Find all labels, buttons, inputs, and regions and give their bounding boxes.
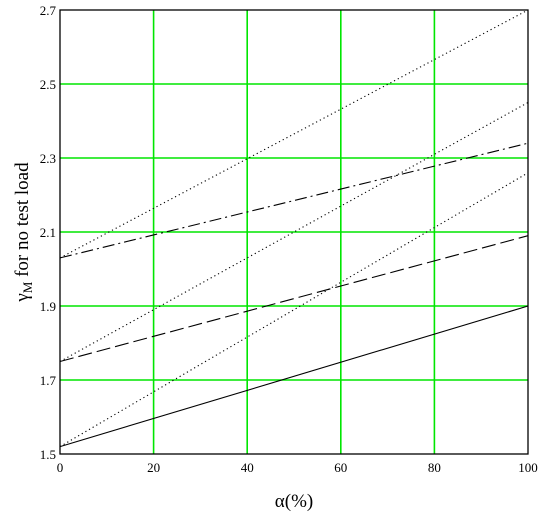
plot-frame <box>59 9 529 455</box>
series-layer <box>59 9 529 448</box>
y-tick-label: 2.5 <box>40 77 56 92</box>
x-tick-label: 40 <box>241 460 254 475</box>
y-tick-labels: 1.5 1.7 1.9 2.1 2.3 2.5 2.7 <box>40 3 57 462</box>
series-line-dashed-3 <box>59 235 529 363</box>
y-axis-label-rest: for no test load <box>12 162 33 282</box>
x-tick-label: 100 <box>518 460 538 475</box>
x-tick-label: 0 <box>57 460 64 475</box>
series-line-dotted-6 <box>59 9 529 259</box>
y-tick-label: 1.9 <box>40 299 56 314</box>
y-tick-label: 2.1 <box>40 225 56 240</box>
x-tick-label: 60 <box>334 460 347 475</box>
x-tick-label: 20 <box>147 460 160 475</box>
series-line-solid-1 <box>59 305 529 448</box>
y-axis-label: γM for no test load <box>12 162 35 303</box>
y-tick-label: 1.5 <box>40 447 56 462</box>
grid-layer <box>60 10 528 454</box>
x-axis-label: α(%) <box>275 491 313 512</box>
y-axis-label-main: γ <box>12 293 33 302</box>
series-line-dotted-4 <box>59 102 529 362</box>
y-tick-label: 2.7 <box>40 3 57 18</box>
y-tick-label: 1.7 <box>40 373 57 388</box>
y-axis-label-sub: M <box>20 281 35 293</box>
y-tick-label: 2.3 <box>40 151 56 166</box>
x-tick-labels: 0 20 40 60 80 100 <box>57 460 538 475</box>
series-line-dash-dot-5 <box>59 142 529 259</box>
series-line-dotted-2 <box>59 172 529 448</box>
x-tick-label: 80 <box>428 460 441 475</box>
